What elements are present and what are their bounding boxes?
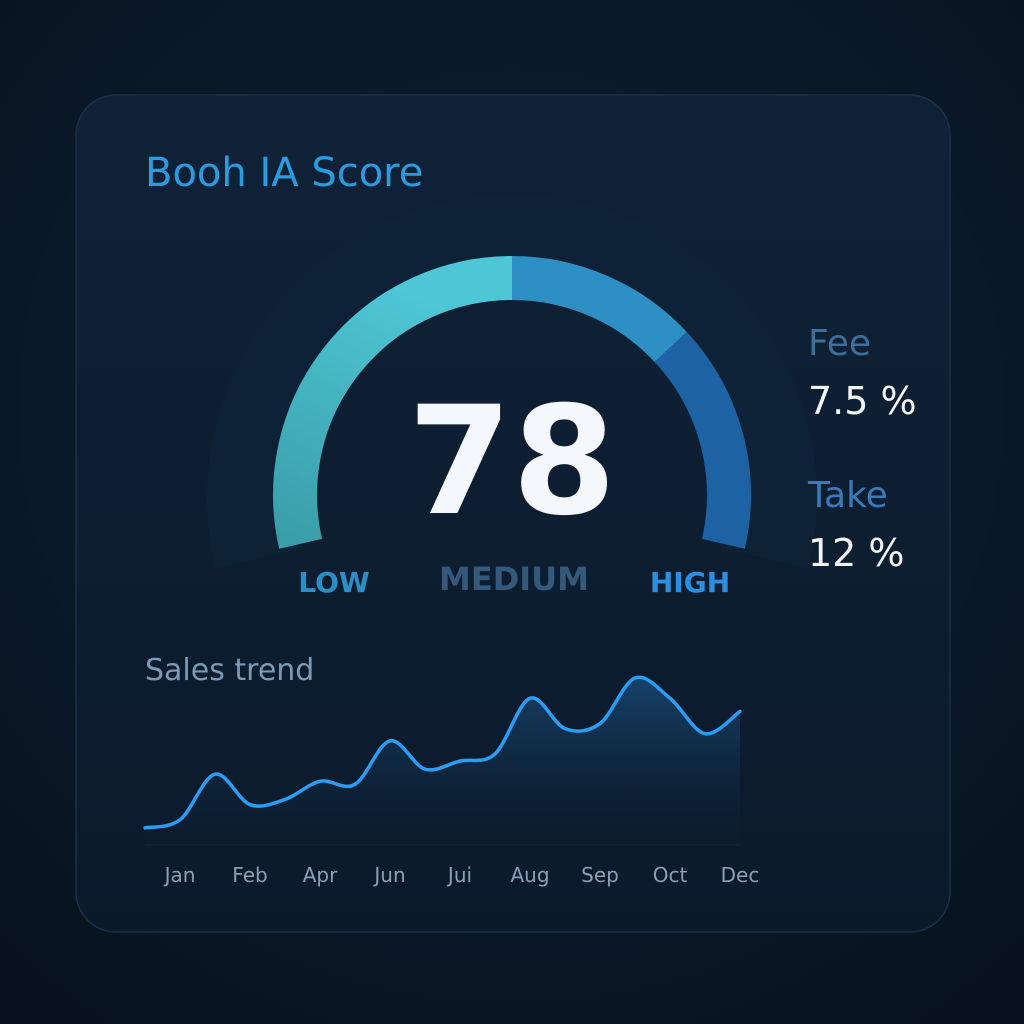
gauge-high-segment <box>654 332 751 549</box>
gauge-score: 78 <box>408 375 617 549</box>
x-tick-label: Sep <box>581 863 619 887</box>
chart-title: Sales trend <box>145 653 314 688</box>
line <box>143 675 742 830</box>
title: Booh IA Score <box>145 150 423 196</box>
stat-label: Fee <box>808 323 871 364</box>
gauge-medium-segment <box>511 256 687 363</box>
x-tick-label: Oct <box>653 863 688 887</box>
x-tick-label: Apr <box>303 863 338 887</box>
x-tick-label: Feb <box>232 863 267 887</box>
x-tick-label: Jun <box>372 863 405 887</box>
stat-label: Take <box>807 475 888 516</box>
gauge-level-label: MEDIUM <box>439 560 589 598</box>
x-tick-label: Jui <box>446 863 472 887</box>
gauge-low-segment <box>273 256 513 549</box>
x-tick-label: Aug <box>510 863 549 887</box>
gauge-track <box>207 194 817 569</box>
x-tick-label: Dec <box>721 863 760 887</box>
gauge-level-label: HIGH <box>650 566 730 599</box>
stat-value: 7.5 % <box>808 379 917 423</box>
stat-value: 12 % <box>808 531 905 575</box>
area <box>145 677 740 845</box>
x-tick-label: Jan <box>163 863 196 887</box>
gauge-level-label: LOW <box>298 566 370 599</box>
